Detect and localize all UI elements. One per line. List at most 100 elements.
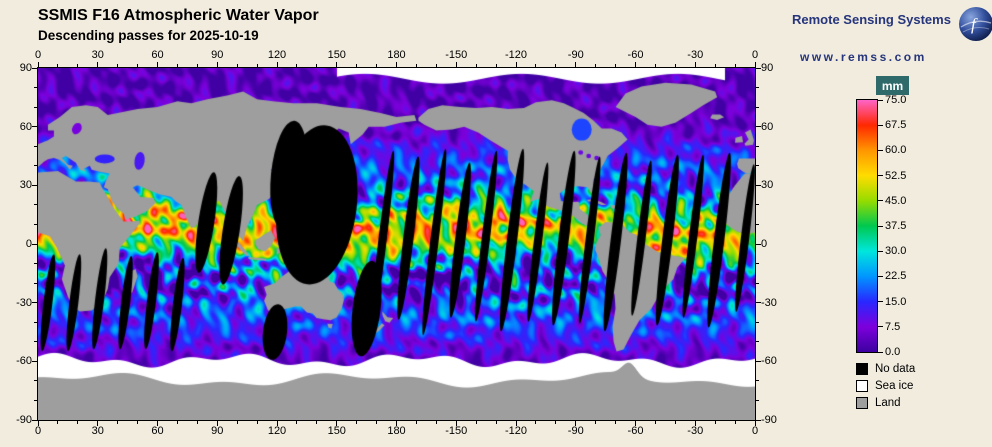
axis-minor-tick xyxy=(756,380,759,382)
axis-tick xyxy=(32,243,37,245)
lon-tick-label: -120 xyxy=(504,49,528,61)
colorbar-tick xyxy=(878,99,883,101)
axis-minor-tick xyxy=(34,321,37,323)
colorbar-tick xyxy=(878,275,883,277)
axis-minor-tick xyxy=(595,64,597,67)
colorbar-tick-label: 37.5 xyxy=(885,220,907,232)
axis-minor-tick xyxy=(756,204,759,206)
axis-minor-tick xyxy=(316,421,318,424)
axis-tick xyxy=(756,184,761,186)
axis-minor-tick xyxy=(34,145,37,147)
axis-minor-tick xyxy=(756,263,759,265)
axis-tick xyxy=(216,421,218,426)
axis-minor-tick xyxy=(555,64,557,67)
axis-minor-tick xyxy=(236,421,238,424)
axis-tick xyxy=(575,421,577,426)
legend-label: Land xyxy=(875,396,901,409)
globe-logo-icon: f xyxy=(958,6,992,47)
axis-tick xyxy=(32,126,37,128)
axis-minor-tick xyxy=(654,421,656,424)
axis-minor-tick xyxy=(356,64,358,67)
lon-tick-label: 60 xyxy=(151,425,164,437)
axis-minor-tick xyxy=(714,64,716,67)
colorbar-tick xyxy=(878,250,883,252)
colorbar-tick-label: 7.5 xyxy=(885,320,901,333)
lon-tick-label: 60 xyxy=(151,49,164,61)
axis-minor-tick xyxy=(34,380,37,382)
lat-tick-label: 30 xyxy=(761,179,774,192)
axis-minor-tick xyxy=(296,421,298,424)
axis-tick xyxy=(97,421,99,426)
axis-minor-tick xyxy=(535,421,537,424)
axis-minor-tick xyxy=(654,64,656,67)
lat-tick-label: 90 xyxy=(19,62,32,74)
brand-name: Remote Sensing Systems xyxy=(792,12,951,27)
lat-tick-label: -60 xyxy=(761,355,777,368)
brand-url-link[interactable]: www.remss.com xyxy=(800,50,927,64)
axis-minor-tick xyxy=(34,223,37,225)
branding: Remote Sensing Systems f xyxy=(792,6,992,64)
colorbar-tick-label: 45.0 xyxy=(885,194,907,207)
legend-item: No data xyxy=(856,360,915,377)
legend-label: No data xyxy=(875,362,916,375)
lon-tick-label: 0 xyxy=(34,49,42,61)
axis-minor-tick xyxy=(756,399,759,401)
axis-minor-tick xyxy=(356,421,358,424)
colorbar-tick xyxy=(878,124,883,126)
axis-tick xyxy=(32,419,37,421)
lat-tick-label: 60 xyxy=(19,120,32,133)
axis-tick xyxy=(756,419,761,421)
colorbar-tick xyxy=(878,351,883,353)
axis-minor-tick xyxy=(256,64,258,67)
axis-minor-tick xyxy=(495,64,497,67)
svg-text:f: f xyxy=(971,15,978,34)
axis-minor-tick xyxy=(756,321,759,323)
axis-tick xyxy=(32,184,37,186)
legend: No data Sea ice Land xyxy=(856,360,915,411)
axis-minor-tick xyxy=(376,64,378,67)
colorbar-tick xyxy=(878,225,883,227)
colorbar-tick xyxy=(878,301,883,303)
lat-tick-label: 60 xyxy=(761,120,774,133)
axis-minor-tick xyxy=(674,64,676,67)
lat-tick-label: 0 xyxy=(761,238,768,250)
lon-tick-label: -30 xyxy=(687,425,704,437)
axis-minor-tick xyxy=(34,106,37,108)
axis-minor-tick xyxy=(77,421,79,424)
lon-tick-label: 150 xyxy=(327,425,346,437)
lon-tick-label: 90 xyxy=(211,49,224,61)
axis-tick xyxy=(396,421,397,426)
lat-tick-label: 0 xyxy=(25,238,32,250)
axis-minor-tick xyxy=(196,64,198,67)
axis-tick xyxy=(97,62,99,67)
axis-minor-tick xyxy=(756,282,759,284)
lon-tick-label: 30 xyxy=(91,49,104,61)
axis-minor-tick xyxy=(756,87,759,89)
axis-minor-tick xyxy=(196,421,198,424)
legend-swatch xyxy=(856,379,868,392)
axis-minor-tick xyxy=(77,64,79,67)
lon-tick-label: -120 xyxy=(504,425,528,437)
legend-item: Land xyxy=(856,394,915,411)
lon-tick-label: 120 xyxy=(267,49,287,61)
axis-minor-tick xyxy=(615,421,617,424)
colorbar-tick-label: 67.5 xyxy=(885,119,907,132)
axis-tick xyxy=(635,421,636,426)
axis-tick xyxy=(216,62,218,67)
axis-minor-tick xyxy=(595,421,597,424)
axis-tick xyxy=(635,62,636,67)
lat-tick-label: 90 xyxy=(761,62,774,74)
colorbar-tick-label: 22.5 xyxy=(885,270,907,283)
lon-tick-label: 90 xyxy=(211,425,224,437)
axis-tick xyxy=(754,421,756,426)
lon-tick-label: 30 xyxy=(91,425,104,437)
axis-tick xyxy=(37,421,39,426)
legend-swatch xyxy=(856,362,868,375)
axis-tick xyxy=(694,62,696,67)
lon-tick-label: -150 xyxy=(445,49,468,61)
axis-minor-tick xyxy=(34,87,37,89)
colorbar-tick-label: 15.0 xyxy=(885,295,907,308)
colorbar-tick-label: 75.0 xyxy=(885,94,907,106)
lon-tick-label: -90 xyxy=(567,425,584,437)
